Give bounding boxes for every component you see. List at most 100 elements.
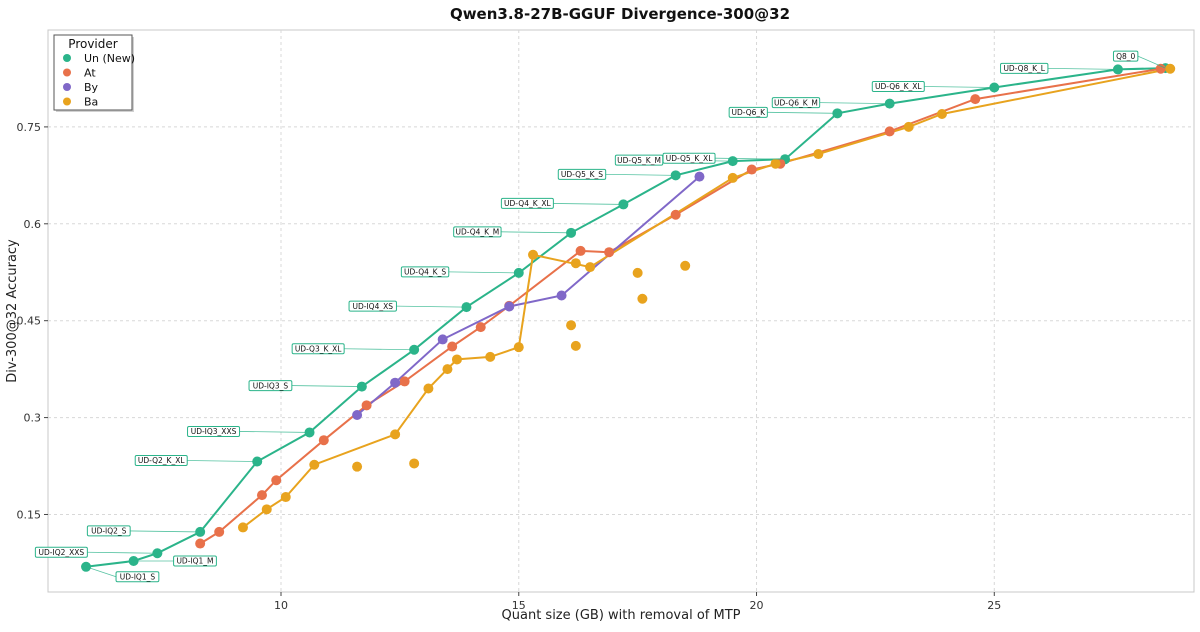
label-leader — [553, 203, 624, 205]
quant-label-box — [134, 455, 188, 467]
quant-label: UD-IQ2_S — [91, 527, 127, 536]
data-point — [680, 260, 691, 271]
quant-label-box — [34, 546, 88, 558]
label-leader — [239, 431, 310, 433]
legend-entry: Un (New) — [84, 52, 135, 65]
data-point — [352, 410, 363, 421]
label-leader — [924, 86, 995, 88]
legend-marker — [63, 54, 71, 62]
legend-entry: By — [84, 81, 99, 94]
data-point — [746, 164, 757, 175]
quant-label: UD-Q6_K — [731, 108, 766, 117]
y-tick-label: 0.3 — [24, 412, 42, 425]
label-leader — [501, 231, 572, 234]
quant-label: UD-IQ3_S — [253, 381, 289, 390]
quant-label-box — [1000, 62, 1049, 74]
data-point — [485, 351, 496, 362]
quant-label: UD-Q5_K_XL — [666, 154, 713, 163]
x-tick-label: 10 — [274, 599, 288, 612]
data-point — [637, 293, 648, 304]
legend-title: Provider — [68, 37, 117, 51]
label-leader — [130, 530, 201, 533]
data-point — [309, 459, 320, 470]
quant-label: UD-Q5_K_M — [617, 156, 661, 165]
legend-entry: At — [84, 67, 96, 80]
data-point — [604, 247, 615, 258]
quant-label: UD-IQ4_XS — [352, 302, 393, 311]
quant-label: UD-Q5_K_S — [561, 170, 603, 179]
series-line — [356, 175, 701, 416]
data-point — [513, 342, 524, 353]
quant-label-box — [771, 97, 821, 109]
data-point — [318, 435, 329, 446]
data-point — [423, 383, 434, 394]
y-tick-label: 0.15 — [17, 508, 42, 521]
quant-label-box — [173, 555, 217, 567]
data-point — [390, 377, 401, 388]
quant-label-box — [400, 266, 450, 278]
quant-label-box — [453, 226, 502, 238]
legend-marker — [63, 83, 71, 91]
label-leader — [85, 566, 117, 578]
quant-label: UD-Q4_K_M — [455, 228, 499, 237]
data-point — [451, 354, 462, 365]
data-point — [214, 526, 225, 537]
y-tick-label: 0.45 — [17, 315, 42, 328]
quant-label-box — [348, 300, 397, 312]
quant-label: UD-Q8_K_L — [1003, 64, 1045, 73]
data-point — [632, 267, 643, 278]
x-tick-label: 15 — [512, 599, 526, 612]
data-point — [884, 126, 895, 137]
data-point — [399, 376, 410, 387]
quant-label: UD-Q4_K_XL — [504, 199, 551, 208]
data-point — [585, 262, 596, 273]
quant-label-box — [187, 425, 241, 437]
quant-labels: UD-IQ1_S UD-IQ1_M UD-IQ2_XXS UD-IQ2_S UD-Q2_… — [34, 50, 1166, 583]
data-point — [409, 458, 420, 469]
quant-label-box — [662, 152, 716, 164]
data-point — [390, 429, 401, 440]
quant-label-box — [248, 380, 293, 392]
quant-label-box — [557, 168, 607, 180]
y-axis-label: Div-300@32 Accuracy — [5, 239, 20, 383]
quant-label-box — [86, 525, 131, 537]
data-point — [437, 334, 448, 345]
label-leader — [1047, 68, 1118, 70]
data-point — [1165, 63, 1176, 74]
data-point — [528, 249, 539, 260]
series — [81, 63, 1176, 572]
data-point — [770, 158, 781, 169]
data-point — [670, 209, 681, 220]
data-point — [694, 171, 705, 182]
quant-label-box — [1112, 50, 1139, 62]
legend-marker — [63, 97, 71, 106]
data-point — [727, 172, 738, 183]
quant-label: UD-IQ1_M — [176, 557, 213, 566]
data-point — [195, 538, 206, 549]
data-point — [442, 364, 453, 375]
data-point — [556, 290, 567, 301]
series-line — [199, 67, 1161, 545]
label-leader — [715, 157, 786, 160]
y-tick-label: 0.6 — [24, 218, 42, 231]
chart-title: Qwen3.8-27B-GGUF Divergence-300@32 — [450, 5, 790, 23]
data-point — [352, 461, 363, 472]
label-leader — [819, 102, 890, 105]
quant-label: UD-IQ3_XXS — [191, 427, 237, 436]
data-point — [256, 490, 267, 501]
data-point — [570, 258, 581, 269]
label-leader — [396, 305, 467, 308]
quant-label-box — [728, 106, 768, 118]
label-leader — [1137, 55, 1166, 69]
label-leader — [87, 551, 158, 554]
grid — [48, 30, 1194, 592]
quant-label-box — [500, 197, 554, 209]
data-point — [936, 108, 947, 119]
quant-label: UD-Q4_K_S — [404, 268, 446, 277]
series-line — [85, 67, 1166, 568]
data-point — [361, 400, 372, 411]
quant-label: UD-IQ2_XXS — [39, 548, 85, 557]
quant-label-box — [115, 571, 160, 583]
